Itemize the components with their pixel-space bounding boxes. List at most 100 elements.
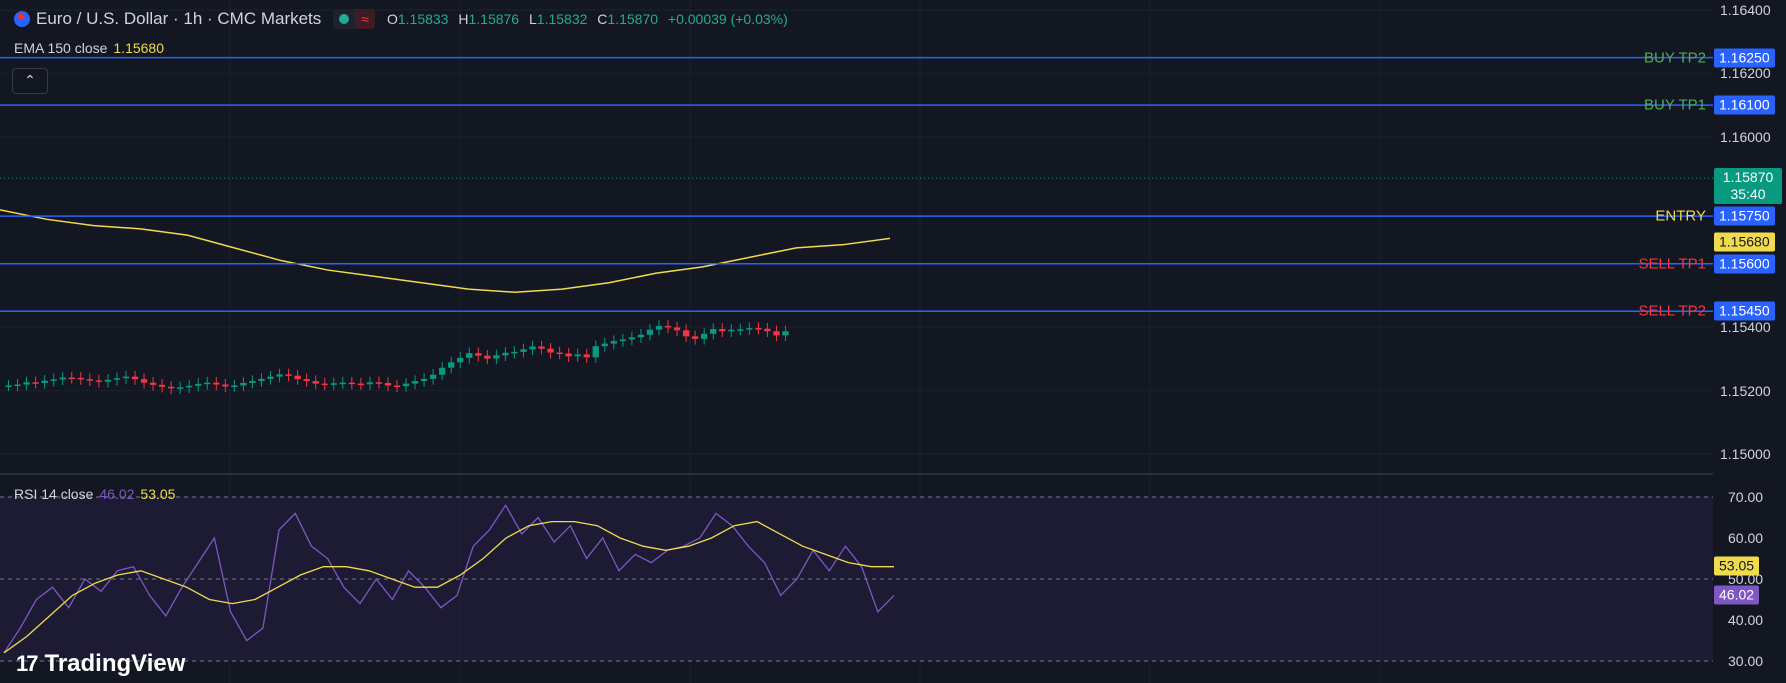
candle-body <box>610 341 617 344</box>
price-axis-tick: 1.15200 <box>1720 382 1771 399</box>
candle-body <box>547 348 554 353</box>
candle-body <box>186 385 193 388</box>
candle-body <box>701 333 708 339</box>
candle-body <box>484 355 491 359</box>
candle-body <box>95 380 103 382</box>
pane-separator[interactable] <box>0 473 1713 475</box>
rsi-ma-value: 53.05 <box>140 486 176 502</box>
symbol-legend[interactable]: Euro / U.S. Dollar · 1h · CMC Markets ≈ … <box>14 9 794 29</box>
rsi-ma-line <box>3 520 894 654</box>
candle-body <box>673 327 681 331</box>
candle-body <box>32 382 39 384</box>
price-axis-tick: 1.16400 <box>1720 2 1771 18</box>
level-label[interactable]: SELL TP1 <box>1638 255 1706 273</box>
candle-body <box>664 325 672 328</box>
market-open-icon <box>339 14 350 24</box>
level-label[interactable]: BUY TP2 <box>1644 49 1706 67</box>
candle-body <box>77 377 84 380</box>
candle-body <box>140 379 148 383</box>
ohlc-low-key: L <box>528 11 537 27</box>
candle-body <box>258 378 265 382</box>
candle-body <box>439 367 446 375</box>
rsi-axis-tick: 60.00 <box>1728 530 1764 546</box>
ohlc-change: +0.00039 (+0.03%) <box>667 11 788 27</box>
candle-body <box>601 343 608 347</box>
market-status[interactable]: ≈ <box>333 9 375 29</box>
ohlc-high-value: 1.15876 <box>468 11 520 27</box>
candle-body <box>737 329 744 331</box>
rsi-value: 46.02 <box>99 486 135 502</box>
candle-body <box>149 382 157 385</box>
candle-body <box>41 380 48 383</box>
level-label[interactable]: ENTRY <box>1655 207 1706 225</box>
candle-body <box>339 382 346 385</box>
candle-body <box>619 339 627 342</box>
candle-body <box>691 336 699 339</box>
candle-body <box>782 331 789 336</box>
current-price-tag[interactable]: 1.15870 35:40 <box>1714 168 1782 205</box>
candle-body <box>204 382 211 385</box>
rsi-line <box>3 503 895 654</box>
candle-body <box>59 377 66 380</box>
candle-body <box>357 383 365 386</box>
candle-body <box>231 385 238 387</box>
level-label[interactable]: BUY TP1 <box>1644 96 1706 114</box>
candle-body <box>375 382 383 384</box>
candle-body <box>5 385 12 387</box>
candle-body <box>222 384 229 387</box>
candle-body <box>14 384 21 387</box>
candle-body <box>294 375 301 380</box>
level-price-badge[interactable]: 1.16250 <box>1714 48 1775 68</box>
ohlc-values: O1.15833 H1.15876 L1.15832 C1.15870 +0.0… <box>387 11 794 27</box>
tradingview-watermark[interactable]: 17 TradingView <box>16 650 185 678</box>
price-axis-tick: 1.15000 <box>1720 446 1771 462</box>
candle-body <box>755 328 762 330</box>
candle-body <box>493 355 500 359</box>
candle-body <box>448 362 455 368</box>
rsi-label: RSI 14 close <box>14 486 94 502</box>
candle-body <box>502 352 509 356</box>
price-axis-tick: 1.16000 <box>1720 128 1771 145</box>
candle-body <box>529 346 536 350</box>
level-price-badge[interactable]: 1.15600 <box>1714 254 1775 274</box>
candle-body <box>213 382 220 385</box>
collapse-legend-button[interactable]: ⌃ <box>12 68 48 94</box>
candle-body <box>312 381 319 384</box>
data-delay-icon: ≈ <box>355 9 375 29</box>
candle-body <box>366 382 374 385</box>
rsi-value-badge[interactable]: 46.02 <box>1714 585 1760 605</box>
candle-body <box>420 378 428 382</box>
rsi-legend[interactable]: RSI 14 close 46.02 53.05 <box>14 486 175 502</box>
level-price-badge[interactable]: 1.15450 <box>1714 301 1775 321</box>
candle-body <box>429 374 437 379</box>
candle-body <box>303 379 310 382</box>
candle-body <box>86 379 93 381</box>
ohlc-high-key: H <box>458 11 469 27</box>
level-price-badge[interactable]: 1.16100 <box>1714 95 1775 115</box>
candle-body <box>23 382 30 385</box>
ema-legend[interactable]: EMA 150 close 1.15680 <box>14 40 164 56</box>
candle-body <box>321 383 328 386</box>
ohlc-close-value: 1.15870 <box>607 11 659 27</box>
candle-body <box>511 351 518 354</box>
level-label[interactable]: SELL TP2 <box>1638 302 1706 320</box>
candle-body <box>402 383 410 387</box>
rsi-axis-tick: 40.00 <box>1728 612 1764 628</box>
candle-body <box>411 381 419 384</box>
rsi-axis-tick: 70.00 <box>1728 489 1764 505</box>
level-price-badge[interactable]: 1.15750 <box>1714 206 1775 226</box>
candle-body <box>764 328 771 332</box>
candle-body <box>475 353 482 356</box>
candle-body <box>556 352 563 355</box>
ema-price-badge[interactable]: 1.15680 <box>1714 232 1775 252</box>
rsi-ma-badge[interactable]: 53.05 <box>1714 556 1760 576</box>
candle-body <box>330 383 337 385</box>
candle-body <box>646 329 654 335</box>
candle-body <box>249 381 256 383</box>
candle-body <box>466 353 473 358</box>
candle-body <box>285 374 292 376</box>
ema-value: 1.15680 <box>113 40 164 56</box>
symbol-title[interactable]: Euro / U.S. Dollar · 1h · CMC Markets <box>36 9 322 28</box>
